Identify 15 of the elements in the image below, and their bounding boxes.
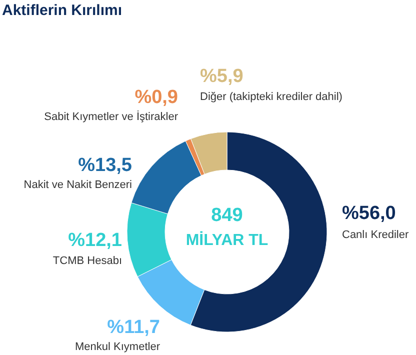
- slice-label: Nakit ve Nakit Benzeri: [24, 179, 132, 191]
- text: 849: [211, 205, 243, 226]
- slice-label: TCMB Hesabı: [52, 255, 122, 267]
- slice-label: Menkul Kıymetler: [75, 341, 160, 353]
- data-label: %0,9: [134, 87, 178, 108]
- slice-label: Sabit Kıymetler ve İştirakler: [44, 110, 178, 123]
- text: MİLYAR TL: [186, 231, 268, 249]
- chart-title: Aktiflerin Kırılımı: [2, 2, 122, 19]
- data-label: %56,0: [342, 203, 396, 224]
- slice-label: Canlı Krediler: [342, 229, 409, 241]
- data-label: %5,9: [200, 66, 244, 87]
- data-label: %12,1: [68, 230, 122, 251]
- data-label: %13,5: [78, 155, 132, 176]
- data-label: %11,7: [107, 317, 160, 338]
- slice-label: Diğer (takipteki krediler dahil): [200, 91, 342, 103]
